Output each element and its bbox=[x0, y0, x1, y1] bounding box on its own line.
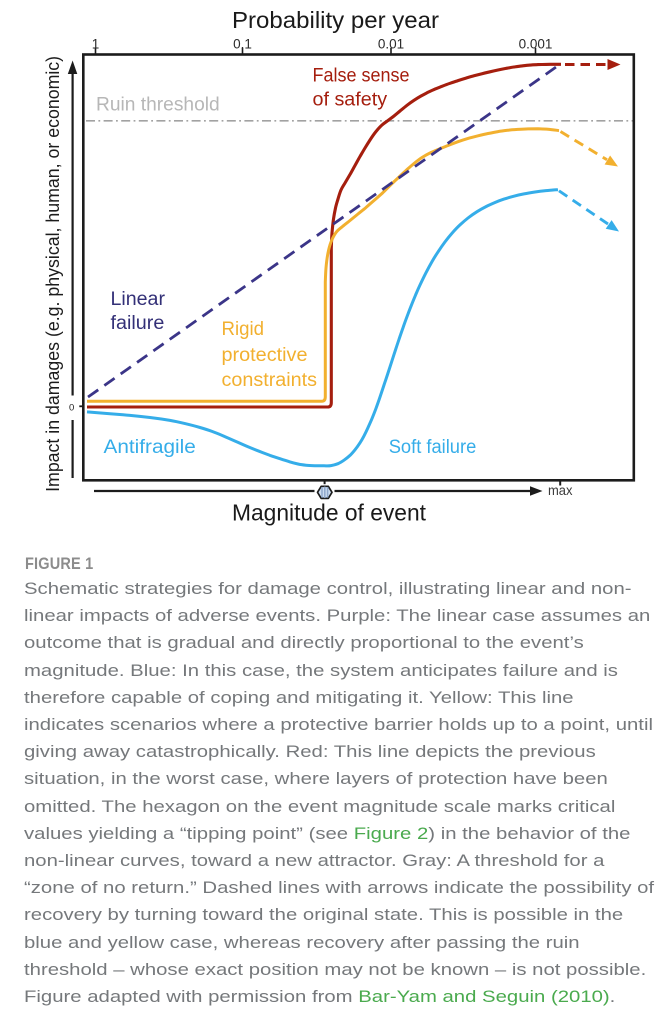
svg-text:0: 0 bbox=[69, 402, 74, 413]
svg-text:Soft failure: Soft failure bbox=[389, 437, 477, 458]
svg-text:0.1: 0.1 bbox=[233, 37, 252, 52]
svg-text:of safety: of safety bbox=[313, 90, 388, 111]
svg-text:Antifragile: Antifragile bbox=[104, 437, 196, 458]
svg-text:False sense: False sense bbox=[313, 66, 410, 87]
svg-text:protective: protective bbox=[222, 345, 308, 366]
svg-text:Probability per year: Probability per year bbox=[232, 7, 439, 33]
svg-text:constraints: constraints bbox=[222, 370, 318, 391]
svg-text:0.01: 0.01 bbox=[378, 37, 404, 52]
svg-text:failure: failure bbox=[111, 313, 165, 334]
svg-text:Linear: Linear bbox=[111, 289, 166, 310]
svg-text:0.001: 0.001 bbox=[519, 37, 553, 52]
svg-text:max: max bbox=[548, 483, 573, 498]
svg-text:Ruin threshold: Ruin threshold bbox=[96, 93, 220, 115]
svg-text:Magnitude of event: Magnitude of event bbox=[232, 500, 427, 526]
svg-text:Rigid: Rigid bbox=[222, 319, 265, 340]
svg-text:1: 1 bbox=[92, 37, 100, 52]
svg-text:Impact in damages (e.g. physic: Impact in damages (e.g. physical, human,… bbox=[43, 56, 63, 492]
